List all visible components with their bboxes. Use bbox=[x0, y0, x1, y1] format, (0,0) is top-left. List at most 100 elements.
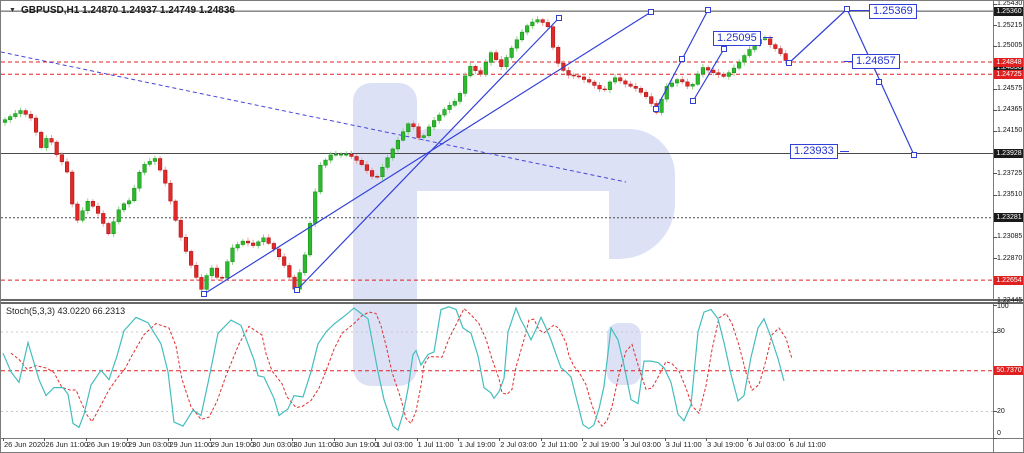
candle-body bbox=[287, 265, 292, 278]
candle-body bbox=[597, 85, 602, 90]
candle-body bbox=[426, 126, 431, 136]
candle-body bbox=[457, 93, 463, 102]
candle-body bbox=[571, 74, 576, 77]
candle-body bbox=[276, 248, 282, 257]
descending-dashed-trendline[interactable] bbox=[1, 51, 627, 183]
candle-body bbox=[44, 138, 49, 148]
wave-trend-segment[interactable] bbox=[203, 11, 652, 295]
panel-separator[interactable] bbox=[1, 299, 1023, 304]
chart-title: ▼ GBPUSD,H1 1.24870 1.24937 1.24749 1.248… bbox=[9, 5, 235, 16]
trend-handle[interactable] bbox=[653, 106, 659, 112]
candle-body bbox=[566, 70, 571, 76]
candle-body bbox=[245, 240, 251, 244]
candle-body bbox=[644, 92, 649, 97]
candle-body bbox=[401, 131, 406, 141]
candle-body bbox=[747, 49, 752, 56]
trend-handle[interactable] bbox=[679, 56, 685, 62]
candle-body bbox=[623, 80, 628, 85]
candle-body bbox=[302, 254, 307, 273]
candle-body bbox=[240, 240, 245, 245]
candle-body bbox=[85, 200, 90, 211]
candle-body bbox=[18, 110, 23, 114]
candle-body bbox=[530, 21, 535, 26]
trend-handle[interactable] bbox=[705, 7, 711, 13]
wave-trend-segment[interactable] bbox=[788, 8, 848, 64]
candle-body bbox=[370, 170, 375, 177]
forecast-price-label[interactable]: 1.25095 bbox=[713, 31, 761, 46]
trend-handle[interactable] bbox=[844, 6, 850, 12]
candle-body bbox=[90, 200, 95, 207]
candle-body bbox=[783, 53, 788, 61]
trend-handle[interactable] bbox=[556, 15, 562, 21]
candle-body bbox=[581, 76, 587, 80]
candle-body bbox=[59, 154, 64, 163]
candle-body bbox=[375, 176, 380, 178]
candle-body bbox=[473, 66, 478, 71]
candle-body bbox=[8, 116, 13, 120]
candle-body bbox=[220, 277, 225, 279]
candle-body bbox=[711, 69, 716, 73]
candle-body bbox=[695, 73, 700, 85]
candle-body bbox=[49, 138, 54, 143]
forecast-price-label[interactable]: 1.23933 bbox=[790, 144, 838, 159]
candle-body bbox=[359, 160, 364, 165]
candle-body bbox=[452, 101, 457, 106]
candle-body bbox=[101, 213, 106, 224]
candle-body bbox=[638, 88, 643, 93]
candle-body bbox=[13, 113, 18, 117]
candle-body bbox=[178, 220, 183, 238]
forecast-price-label[interactable]: 1.25369 bbox=[869, 4, 917, 19]
candle-body bbox=[142, 164, 147, 173]
candle-body bbox=[685, 81, 690, 87]
candle-body bbox=[282, 256, 287, 266]
candle-body bbox=[333, 153, 338, 156]
symbol-dropdown-icon[interactable]: ▼ bbox=[9, 7, 16, 14]
candle-body bbox=[442, 109, 447, 116]
wave-trend-segment[interactable] bbox=[692, 48, 725, 102]
candle-body bbox=[271, 243, 276, 250]
candle-body bbox=[132, 187, 137, 202]
candle-body bbox=[576, 75, 581, 78]
trend-handle[interactable] bbox=[294, 287, 300, 293]
candle-body bbox=[194, 264, 199, 278]
candle-body bbox=[266, 237, 271, 244]
candle-body bbox=[690, 84, 695, 87]
candle-body bbox=[80, 210, 85, 221]
forecast-price-label[interactable]: 1.24857 bbox=[852, 54, 900, 69]
candle-body bbox=[607, 81, 612, 90]
candle-body bbox=[54, 141, 59, 155]
candle-body bbox=[349, 153, 354, 157]
candle-body bbox=[96, 205, 101, 214]
trend-handle[interactable] bbox=[690, 98, 696, 104]
candle-body bbox=[230, 247, 235, 262]
trend-handle[interactable] bbox=[721, 46, 727, 52]
candle-body bbox=[411, 123, 416, 127]
candle-body bbox=[380, 167, 385, 177]
candle-body bbox=[39, 131, 44, 148]
candle-body bbox=[721, 74, 726, 77]
wave-trend-segment[interactable] bbox=[296, 17, 560, 291]
candle-body bbox=[669, 82, 674, 87]
trend-handle[interactable] bbox=[648, 9, 654, 15]
trend-handle[interactable] bbox=[786, 60, 792, 66]
candle-body bbox=[762, 38, 768, 40]
candle-body bbox=[390, 148, 395, 159]
candle-body bbox=[328, 154, 333, 161]
candle-body bbox=[768, 38, 773, 45]
time-axis-border bbox=[1, 438, 1023, 439]
candle-body bbox=[235, 244, 240, 249]
price-axis-border bbox=[993, 1, 994, 452]
candle-body bbox=[199, 277, 204, 290]
candle-body bbox=[628, 83, 633, 87]
candle-body bbox=[509, 47, 514, 58]
candle-body bbox=[535, 19, 540, 23]
candle-body bbox=[726, 72, 731, 77]
trend-handle[interactable] bbox=[201, 291, 207, 297]
trend-handle[interactable] bbox=[876, 79, 882, 85]
trend-handle[interactable] bbox=[911, 152, 917, 158]
candle-body bbox=[209, 267, 214, 276]
candle-body bbox=[680, 79, 685, 83]
candle-body bbox=[499, 59, 504, 67]
